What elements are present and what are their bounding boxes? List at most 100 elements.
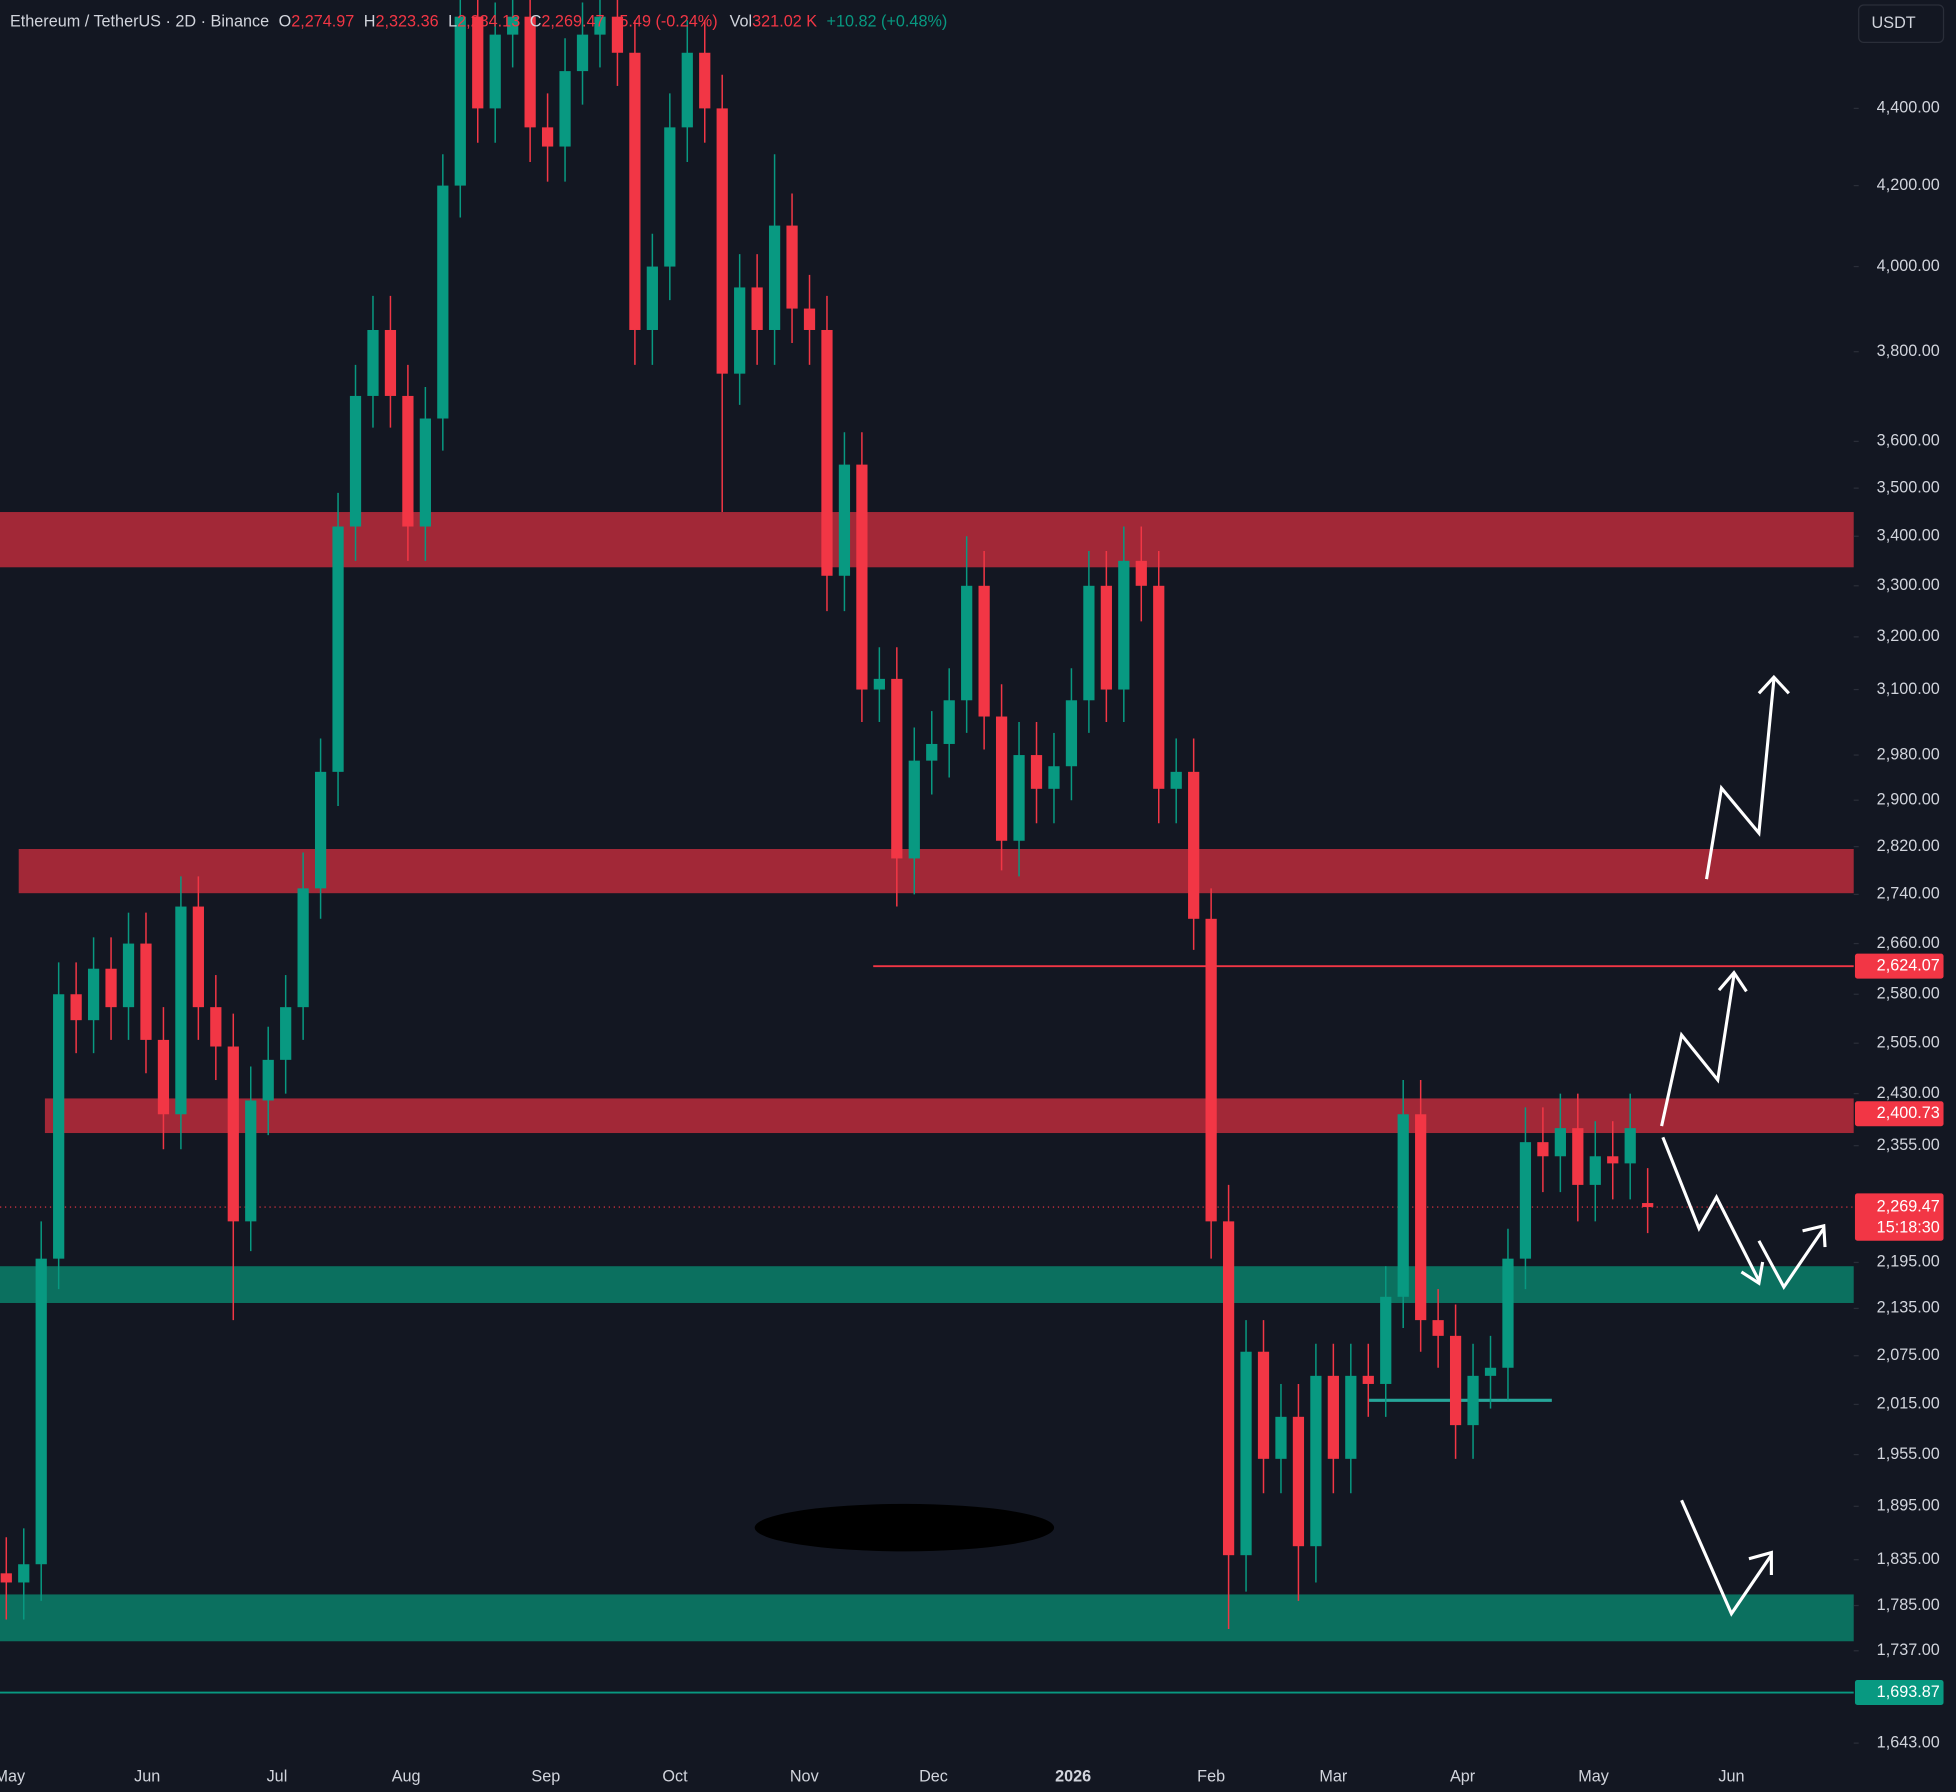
candle-body [1118, 560, 1130, 690]
x-tick-label: 2026 [1055, 1767, 1091, 1785]
candle-body [472, 16, 484, 109]
currency-button[interactable] [1858, 4, 1945, 44]
candle-body [978, 585, 990, 717]
candle-body [157, 1039, 170, 1115]
price-label-box [1854, 1680, 1944, 1705]
candle-body [891, 678, 903, 859]
x-tick-label: Nov [790, 1767, 820, 1785]
candle-body [1589, 1156, 1601, 1185]
candle-body [751, 287, 763, 330]
y-tick-label: 2,430.00 [1877, 1084, 1940, 1102]
candle-body [1380, 1296, 1392, 1384]
candle-body [1275, 1416, 1287, 1459]
candle-body [35, 1258, 47, 1565]
candle-body [1519, 1142, 1532, 1259]
arrow-head [1717, 970, 1748, 993]
candle-body [541, 127, 554, 147]
y-tick-label: 2,195.00 [1877, 1253, 1940, 1271]
y-tick-label: 2,660.00 [1877, 934, 1940, 952]
arrow-head [1757, 674, 1790, 695]
y-tick-label: 3,200.00 [1877, 627, 1940, 645]
high: 2,323.36 [376, 13, 439, 31]
currency[interactable]: USDT [1872, 14, 1916, 32]
candle-body [559, 71, 571, 147]
x-tick-label: Aug [392, 1767, 421, 1785]
y-tick-label: 2,820.00 [1877, 837, 1940, 855]
candle-body [995, 716, 1008, 841]
y-tick-label: 4,000.00 [1877, 257, 1940, 275]
y-tick-label: 2,075.00 [1877, 1346, 1940, 1364]
h-label: H [364, 13, 376, 31]
candle-body [1432, 1320, 1444, 1336]
candle-body [1624, 1128, 1636, 1164]
y-tick-label: 1,737.00 [1877, 1641, 1940, 1659]
y-tick-label: 2,015.00 [1877, 1395, 1940, 1413]
y-tick-label: 2,355.00 [1877, 1136, 1940, 1154]
price-label: 2,624.07 [1877, 956, 1940, 974]
countdown: 15:18:30 [1877, 1219, 1940, 1237]
candle-body [384, 329, 397, 396]
x-tick-label: Sep [531, 1767, 560, 1785]
x-tick-label: Mar [1319, 1767, 1348, 1785]
arrow-head [1740, 1261, 1765, 1286]
candle-body [262, 1059, 274, 1101]
legend: Ethereum / TetherUS · 2D · Binance O2,27… [10, 13, 947, 31]
candle-body [1135, 560, 1147, 586]
candle-body [1327, 1375, 1339, 1459]
candle-body [908, 760, 920, 859]
candle-body [681, 52, 693, 128]
candle-body [1013, 755, 1025, 841]
y-tick-label: 3,300.00 [1877, 576, 1940, 594]
candle-body [734, 287, 746, 374]
y-tick-label: 3,500.00 [1877, 478, 1940, 496]
candle-body [332, 526, 344, 772]
y-tick-label: 2,740.00 [1877, 885, 1940, 903]
candle-body [0, 1573, 12, 1583]
vol-change: +10.82 (+0.48%) [827, 13, 948, 31]
c-label: C [530, 13, 542, 31]
candle-body [349, 395, 362, 527]
zone [18, 848, 1854, 894]
candle-body [943, 700, 955, 744]
arrow [1680, 1499, 1773, 1617]
arrow-head [1802, 1223, 1827, 1248]
candle-body [821, 329, 833, 576]
current-price-label: 2,269.47 [1877, 1197, 1940, 1215]
candle-body [1222, 1221, 1235, 1556]
candle-body [803, 308, 816, 330]
candle-body [786, 225, 798, 309]
candle-body [175, 906, 187, 1115]
zone [0, 512, 1854, 568]
candle-body [699, 52, 711, 109]
y-tick-label: 1,955.00 [1877, 1445, 1940, 1463]
candle-body [227, 1046, 239, 1222]
price-label: 2,400.73 [1877, 1104, 1940, 1122]
candle-body [192, 906, 204, 1008]
candle-body [489, 34, 501, 109]
candle-body [856, 464, 868, 690]
candle-body [1345, 1375, 1357, 1459]
arrow [1661, 1136, 1761, 1282]
candle-body [961, 585, 973, 701]
y-tick-label: 2,900.00 [1877, 791, 1940, 809]
candle-body [140, 943, 152, 1040]
candle-body [1572, 1128, 1584, 1185]
candle-body [1537, 1142, 1549, 1157]
vol-label: Vol [730, 13, 753, 31]
candle-body [122, 943, 135, 1008]
candle-body [576, 34, 589, 72]
arrow-head [1748, 1550, 1773, 1576]
candle-body [87, 968, 100, 1021]
candle-body [1188, 771, 1200, 919]
x-tick-label: Dec [919, 1767, 948, 1785]
candle-body [245, 1100, 257, 1222]
y-tick-label: 3,800.00 [1877, 342, 1940, 360]
candle-body [524, 16, 536, 128]
candle-body [1100, 585, 1112, 690]
arrow [1704, 679, 1776, 880]
candle-body [53, 994, 65, 1259]
candle-body [1083, 585, 1095, 701]
candle-body [1240, 1351, 1252, 1556]
plot [0, 0, 1854, 1694]
zone [44, 1098, 1854, 1134]
